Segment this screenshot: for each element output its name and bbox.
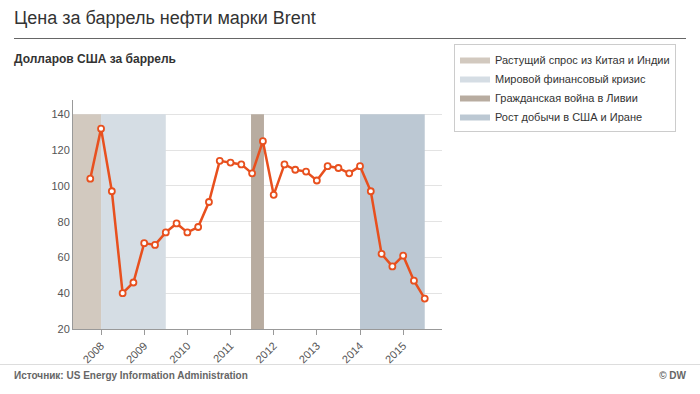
svg-text:2011: 2011 (211, 340, 236, 365)
html-text:© DW: © DW (659, 370, 686, 381)
svg-text:100: 100 (51, 180, 69, 192)
svg-text:80: 80 (58, 216, 70, 228)
svg-text:140: 140 (51, 108, 69, 120)
svg-text:2015: 2015 (383, 340, 409, 366)
svg-text:2013: 2013 (296, 340, 322, 366)
svg-text:2009: 2009 (124, 340, 150, 366)
svg-text:2012: 2012 (253, 340, 279, 366)
svg-text:2014: 2014 (340, 340, 366, 366)
svg-text:2008: 2008 (81, 340, 107, 366)
html-text:Долларов США за баррель: Долларов США за баррель (14, 52, 176, 66)
html-text:Цена за баррель нефти марки Br: Цена за баррель нефти марки Brent (14, 8, 316, 28)
svg-text:60: 60 (58, 251, 70, 263)
svg-text:Гражданская война в Ливии: Гражданская война в Ливии (495, 92, 638, 104)
svg-text:Растущий спрос из Китая и Инди: Растущий спрос из Китая и Индии (495, 54, 670, 66)
svg-text:20: 20 (58, 323, 70, 335)
svg-text:Мировой финансовый кризис: Мировой финансовый кризис (495, 73, 646, 85)
svg-text:2010: 2010 (167, 340, 193, 366)
svg-text:40: 40 (58, 287, 70, 299)
svg-text:Рост добычи в США и Иране: Рост добычи в США и Иране (495, 111, 642, 123)
html-text:Источник: US Energy Informatio: Источник: US Energy Information Administ… (14, 370, 248, 381)
svg-text:120: 120 (51, 144, 69, 156)
